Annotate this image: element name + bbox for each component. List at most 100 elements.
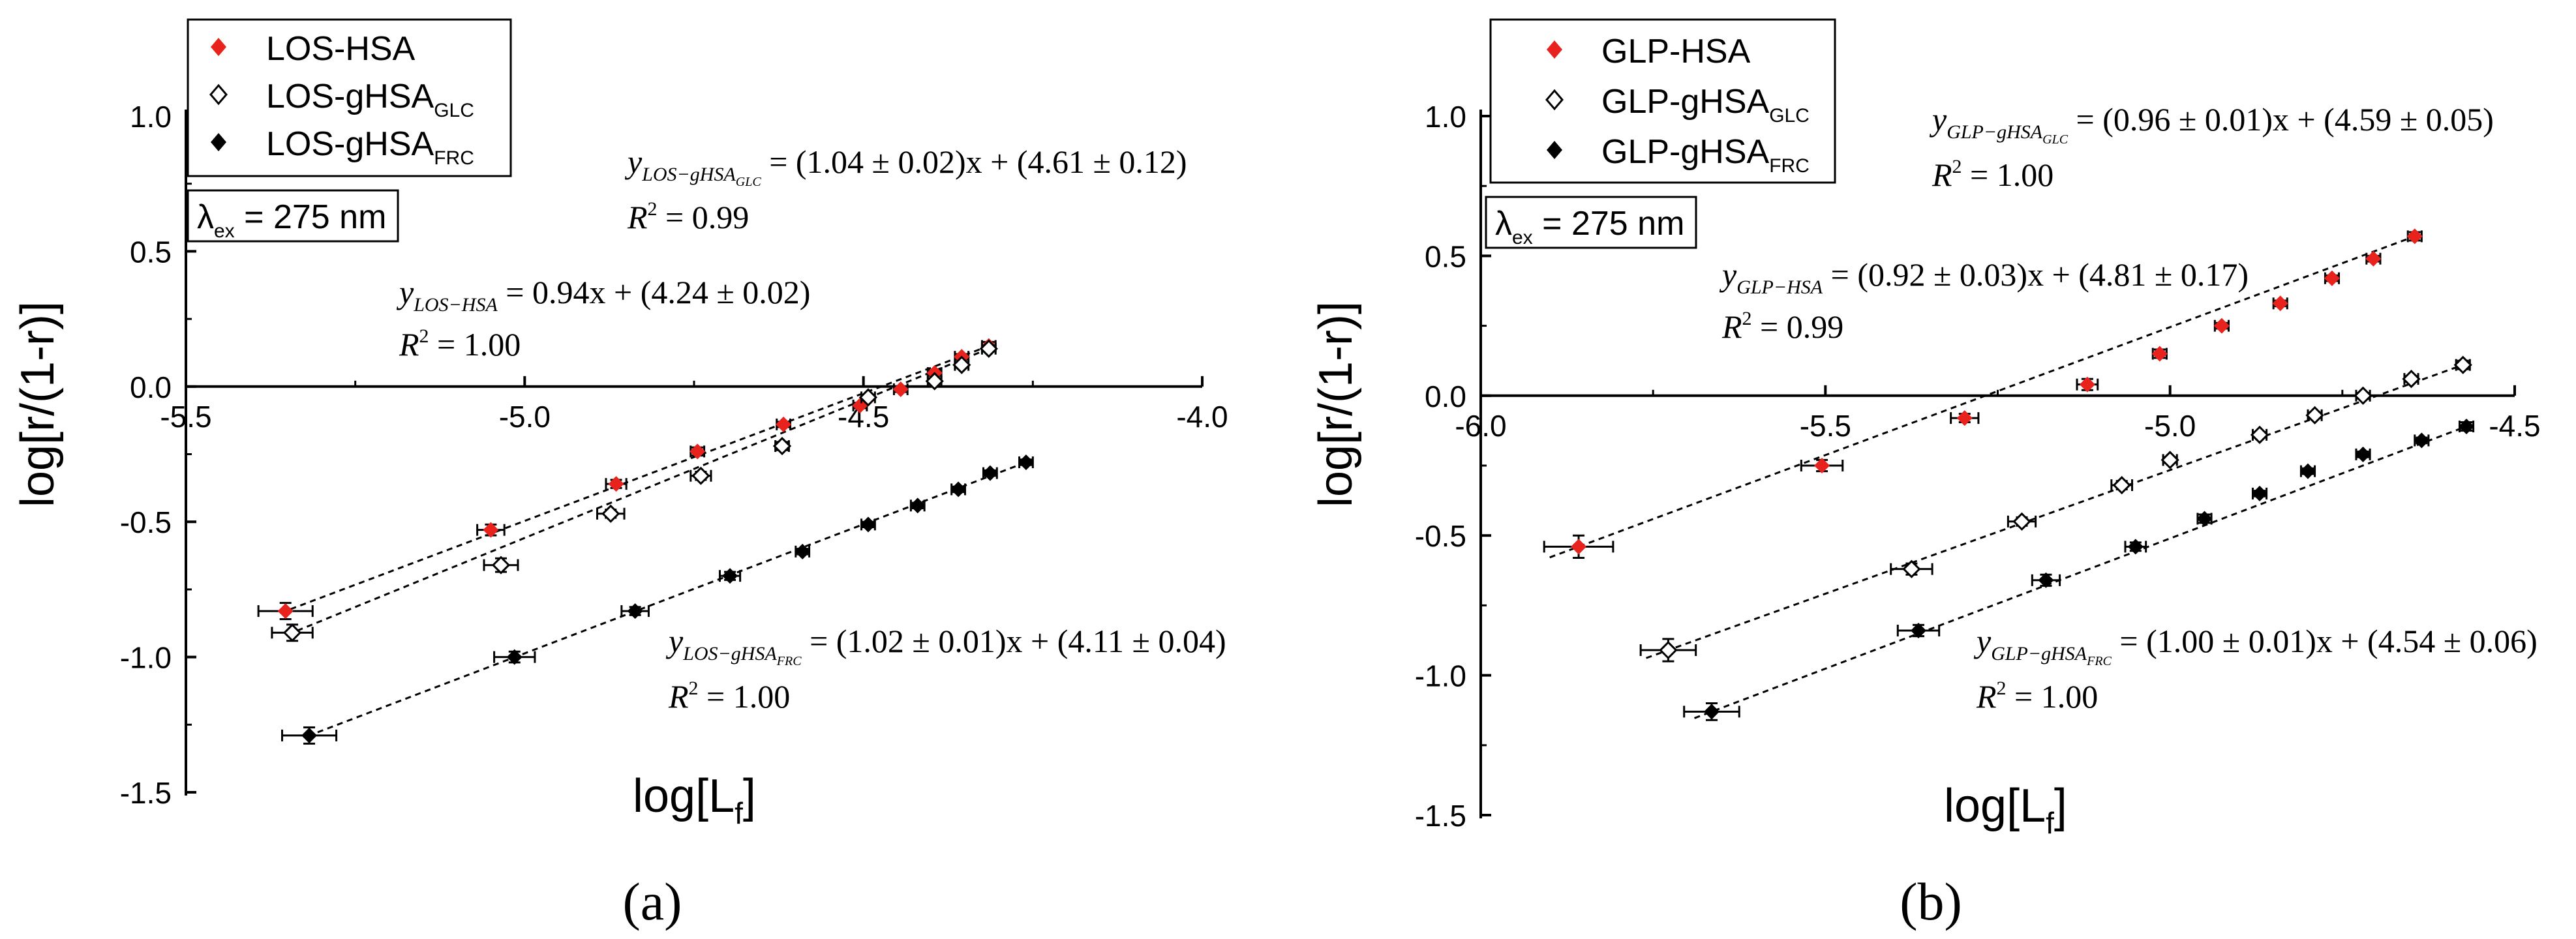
svg-text:λex = 275 nm: λex = 275 nm bbox=[1495, 205, 1684, 248]
data-point-glp-hsa bbox=[2151, 346, 2168, 362]
data-point-glp-hsa bbox=[2213, 318, 2230, 334]
open-diamond-marker bbox=[2112, 475, 2131, 495]
svg-text:yLOS−HSA = 0.94x + (4.24 ± 0.0: yLOS−HSA = 0.94x + (4.24 ± 0.02) bbox=[396, 274, 810, 316]
data-point-glp-ghsa-glc bbox=[2250, 425, 2269, 444]
filled-diamond-marker bbox=[627, 603, 643, 619]
open-diamond-marker bbox=[952, 355, 971, 374]
filled-diamond-marker bbox=[892, 381, 909, 397]
panel-b-excitation-box: λex = 275 nm bbox=[1485, 196, 1697, 249]
filled-diamond-marker bbox=[722, 568, 738, 584]
data-point-glp-ghsa-frc bbox=[2299, 463, 2316, 479]
svg-text:R2 = 1.00: R2 = 1.00 bbox=[399, 325, 521, 363]
open-diamond-marker bbox=[979, 339, 998, 358]
panel-a-excitation-box: λex = 275 nm bbox=[187, 189, 399, 243]
open-diamond-marker bbox=[2305, 406, 2324, 425]
legend-item-glp-ghsa-frc: GLP-gHSAFRC bbox=[1547, 133, 1810, 177]
x-tick-label: -5.5 bbox=[160, 400, 211, 434]
y-tick-label: -1.0 bbox=[1415, 659, 1466, 693]
y-tick-label: 0.0 bbox=[1425, 380, 1466, 413]
data-point-los-ghsa-glc bbox=[596, 504, 626, 523]
svg-text:R2 = 1.00: R2 = 1.00 bbox=[668, 678, 790, 715]
fit-line-glp-ghsa-frc bbox=[1694, 425, 2467, 719]
y-tick-label: 1.0 bbox=[130, 100, 172, 134]
panel-b-equation-hsa: yGLP−HSA = (0.92 ± 0.03)x + (4.81 ± 0.17… bbox=[1719, 256, 2249, 345]
legend-label: GLP-HSA bbox=[1601, 33, 1751, 70]
data-point-glp-ghsa-glc bbox=[2402, 369, 2421, 389]
fit-line-los-ghsa-frc bbox=[307, 458, 1033, 738]
open-diamond-marker bbox=[282, 623, 302, 642]
open-diamond-marker bbox=[1902, 559, 1921, 578]
filled-diamond-marker bbox=[1910, 622, 1926, 638]
filled-diamond-marker bbox=[2079, 376, 2095, 393]
data-point-los-ghsa-frc bbox=[909, 498, 926, 514]
filled-diamond-marker bbox=[2038, 572, 2054, 588]
svg-text:yLOS−gHSAFRC = (1.02 ± 0.01)x: yLOS−gHSAFRC = (1.02 ± 0.01)x + (4.11 ± … bbox=[665, 623, 1226, 668]
data-point-los-hsa bbox=[476, 522, 506, 538]
filled-diamond-marker bbox=[506, 649, 523, 665]
filled-diamond-marker bbox=[795, 543, 811, 559]
open-diamond-marker bbox=[2453, 355, 2472, 374]
open-diamond-marker bbox=[772, 436, 792, 456]
filled-diamond-marker bbox=[982, 465, 998, 481]
filled-diamond-marker bbox=[1571, 539, 1587, 555]
data-point-los-ghsa-frc bbox=[950, 481, 967, 498]
data-point-glp-hsa bbox=[2076, 376, 2099, 393]
open-diamond-marker bbox=[2160, 451, 2179, 470]
filled-diamond-marker bbox=[2252, 485, 2268, 501]
open-diamond-marker bbox=[1659, 640, 1678, 660]
panel-b-equation-glc: yGLP−gHSAGLC = (0.96 ± 0.01)x + (4.59 ± … bbox=[1929, 101, 2494, 193]
data-point-glp-ghsa-glc bbox=[1639, 638, 1697, 663]
legend-label: LOS-gHSAFRC bbox=[266, 125, 474, 169]
data-point-glp-hsa bbox=[1800, 458, 1844, 473]
data-point-glp-ghsa-glc bbox=[1890, 559, 1933, 578]
filled-diamond-marker bbox=[483, 522, 499, 538]
data-point-glp-ghsa-frc bbox=[1896, 622, 1941, 638]
data-point-glp-hsa bbox=[1950, 410, 1980, 426]
open-diamond-marker bbox=[2402, 369, 2421, 389]
legend-label: LOS-gHSAGLC bbox=[266, 78, 474, 121]
open-diamond-marker bbox=[691, 466, 710, 485]
filled-diamond-marker bbox=[2272, 295, 2288, 312]
data-point-los-ghsa-glc bbox=[858, 388, 878, 407]
open-diamond-marker bbox=[858, 388, 878, 407]
data-point-glp-ghsa-glc bbox=[2305, 406, 2324, 425]
filled-diamond-marker bbox=[2151, 346, 2168, 362]
data-point-los-hsa bbox=[605, 476, 628, 492]
panel-a-y-label: log[r/(1-r)] bbox=[12, 301, 64, 507]
svg-text:R2 = 0.99: R2 = 0.99 bbox=[627, 198, 749, 235]
svg-text:yGLP−gHSAGLC = (0.96 ± 0.01)x: yGLP−gHSAGLC = (0.96 ± 0.01)x + (4.59 ± … bbox=[1929, 101, 2494, 147]
filled-diamond-marker bbox=[1703, 704, 1720, 720]
data-point-glp-hsa bbox=[2365, 250, 2382, 267]
legend-item-los-ghsa-frc: LOS-gHSAFRC bbox=[211, 125, 474, 169]
filled-diamond-marker bbox=[776, 416, 792, 432]
data-point-glp-ghsa-frc bbox=[2355, 446, 2371, 462]
data-point-glp-ghsa-glc bbox=[2160, 451, 2179, 470]
data-point-los-ghsa-frc bbox=[982, 465, 998, 481]
filled-diamond-marker bbox=[2127, 539, 2144, 555]
data-point-glp-ghsa-glc bbox=[2110, 475, 2134, 495]
data-point-glp-ghsa-frc bbox=[1683, 702, 1740, 721]
panel-b-plot: 1.0 0.5 0.0 -0.5 -1.0 -1.5 -6.0 -5.5 -5.0 -4.5 bbox=[1415, 100, 2541, 833]
data-point-los-hsa bbox=[689, 443, 706, 460]
x-tick-label: -5.0 bbox=[2144, 409, 2196, 443]
legend-marker-red-filled-diamond bbox=[211, 38, 226, 56]
filled-diamond-marker bbox=[860, 516, 876, 533]
x-tick-label: -5.0 bbox=[499, 400, 551, 434]
filled-diamond-marker bbox=[2414, 432, 2430, 449]
y-tick-label: -1.0 bbox=[120, 641, 172, 675]
panel-a: 1.00.50.0-0.5-1.0-1.5-5.5 -5.0 -4.5 -4.0 lo… bbox=[12, 18, 1228, 931]
filled-diamond-marker bbox=[1018, 454, 1034, 470]
y-tick-label: 0.5 bbox=[1425, 239, 1466, 273]
x-tick-label: -5.5 bbox=[1800, 409, 1851, 443]
data-point-los-hsa bbox=[776, 416, 792, 432]
panel-a-equation-hsa: yLOS−HSA = 0.94x + (4.24 ± 0.02) R2 = 1.… bbox=[396, 274, 810, 363]
panel-a-letter: (a) bbox=[622, 872, 682, 931]
panel-b-legend: GLP-HSA GLP-gHSAGLC GLP-gHSAFRC bbox=[1489, 18, 1836, 184]
y-tick-label: 1.0 bbox=[1425, 100, 1466, 134]
filled-diamond-marker bbox=[1814, 458, 1830, 473]
data-point-glp-hsa bbox=[2406, 228, 2423, 245]
data-point-los-ghsa-glc bbox=[772, 436, 792, 456]
panel-b-letter: (b) bbox=[1900, 872, 1962, 931]
data-point-glp-ghsa-frc bbox=[2414, 432, 2430, 449]
